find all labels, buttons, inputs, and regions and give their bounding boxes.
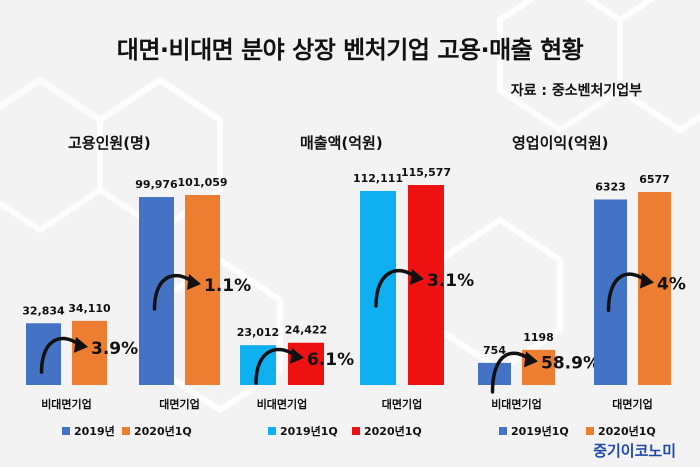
growth-arrow-head: [524, 351, 538, 368]
value-label: 6323: [595, 180, 626, 193]
legend-label: 2020년1Q: [598, 424, 656, 438]
category-label: 대면기업: [382, 397, 422, 411]
growth-rate: 58.9%: [541, 353, 600, 373]
bar-facetoface-1: [638, 192, 671, 385]
value-label: 1198: [523, 331, 554, 344]
bar-facetoface-1: [408, 185, 444, 385]
legend-label: 2019년: [74, 424, 115, 438]
legend-label: 2019년1Q: [511, 424, 569, 438]
value-label: 112,111: [353, 172, 403, 185]
panel-title: 영업이익(억원): [512, 134, 609, 152]
bar-facetoface-1: [185, 195, 220, 385]
legend-label: 2020년1Q: [134, 424, 192, 438]
growth-rate: 3.1%: [427, 271, 474, 291]
category-label: 대면기업: [612, 397, 652, 411]
brand-logo: 중기이코노미: [593, 442, 676, 460]
growth-arrow-head: [74, 336, 88, 353]
growth-rate: 4%: [657, 275, 686, 295]
value-label: 754: [483, 344, 506, 357]
value-label: 6577: [639, 173, 670, 186]
page-title: 대면·비대면 분야 상장 벤처기업 고용·매출 현황: [116, 36, 584, 64]
category-label: 비대면기업: [41, 397, 92, 411]
legend-label: 2019년1Q: [280, 424, 338, 438]
panel-title: 매출액(억원): [300, 134, 383, 152]
growth-arrow-head: [187, 274, 201, 290]
legend-swatch: [586, 427, 594, 435]
growth-arrow-head: [410, 269, 424, 285]
value-label: 23,012: [237, 326, 279, 339]
legend-swatch: [268, 427, 276, 435]
panel-title: 고용인원(명): [68, 134, 151, 152]
legend-swatch: [352, 427, 360, 435]
value-label: 24,422: [285, 324, 327, 337]
growth-rate: 3.9%: [91, 339, 138, 359]
value-label: 99,976: [135, 178, 178, 191]
value-label: 101,059: [177, 176, 227, 189]
bar-non-facetoface-1: [72, 320, 107, 385]
value-label: 32,834: [22, 304, 65, 317]
legend-swatch: [122, 427, 130, 435]
category-label: 대면기업: [159, 397, 199, 411]
growth-rate: 6.1%: [307, 350, 354, 370]
legend-swatch: [62, 427, 70, 435]
growth-arrow-head: [640, 272, 654, 289]
source-note: 자료 : 중소벤처기업부: [510, 83, 642, 99]
value-label: 115,577: [401, 166, 451, 179]
growth-arrow-head: [290, 347, 304, 364]
legend-swatch: [499, 427, 507, 435]
legend-label: 2020년1Q: [364, 424, 422, 438]
category-label: 비대면기업: [491, 397, 542, 411]
category-label: 비대면기업: [257, 397, 308, 411]
value-label: 34,110: [68, 302, 111, 315]
growth-rate: 1.1%: [204, 276, 251, 296]
